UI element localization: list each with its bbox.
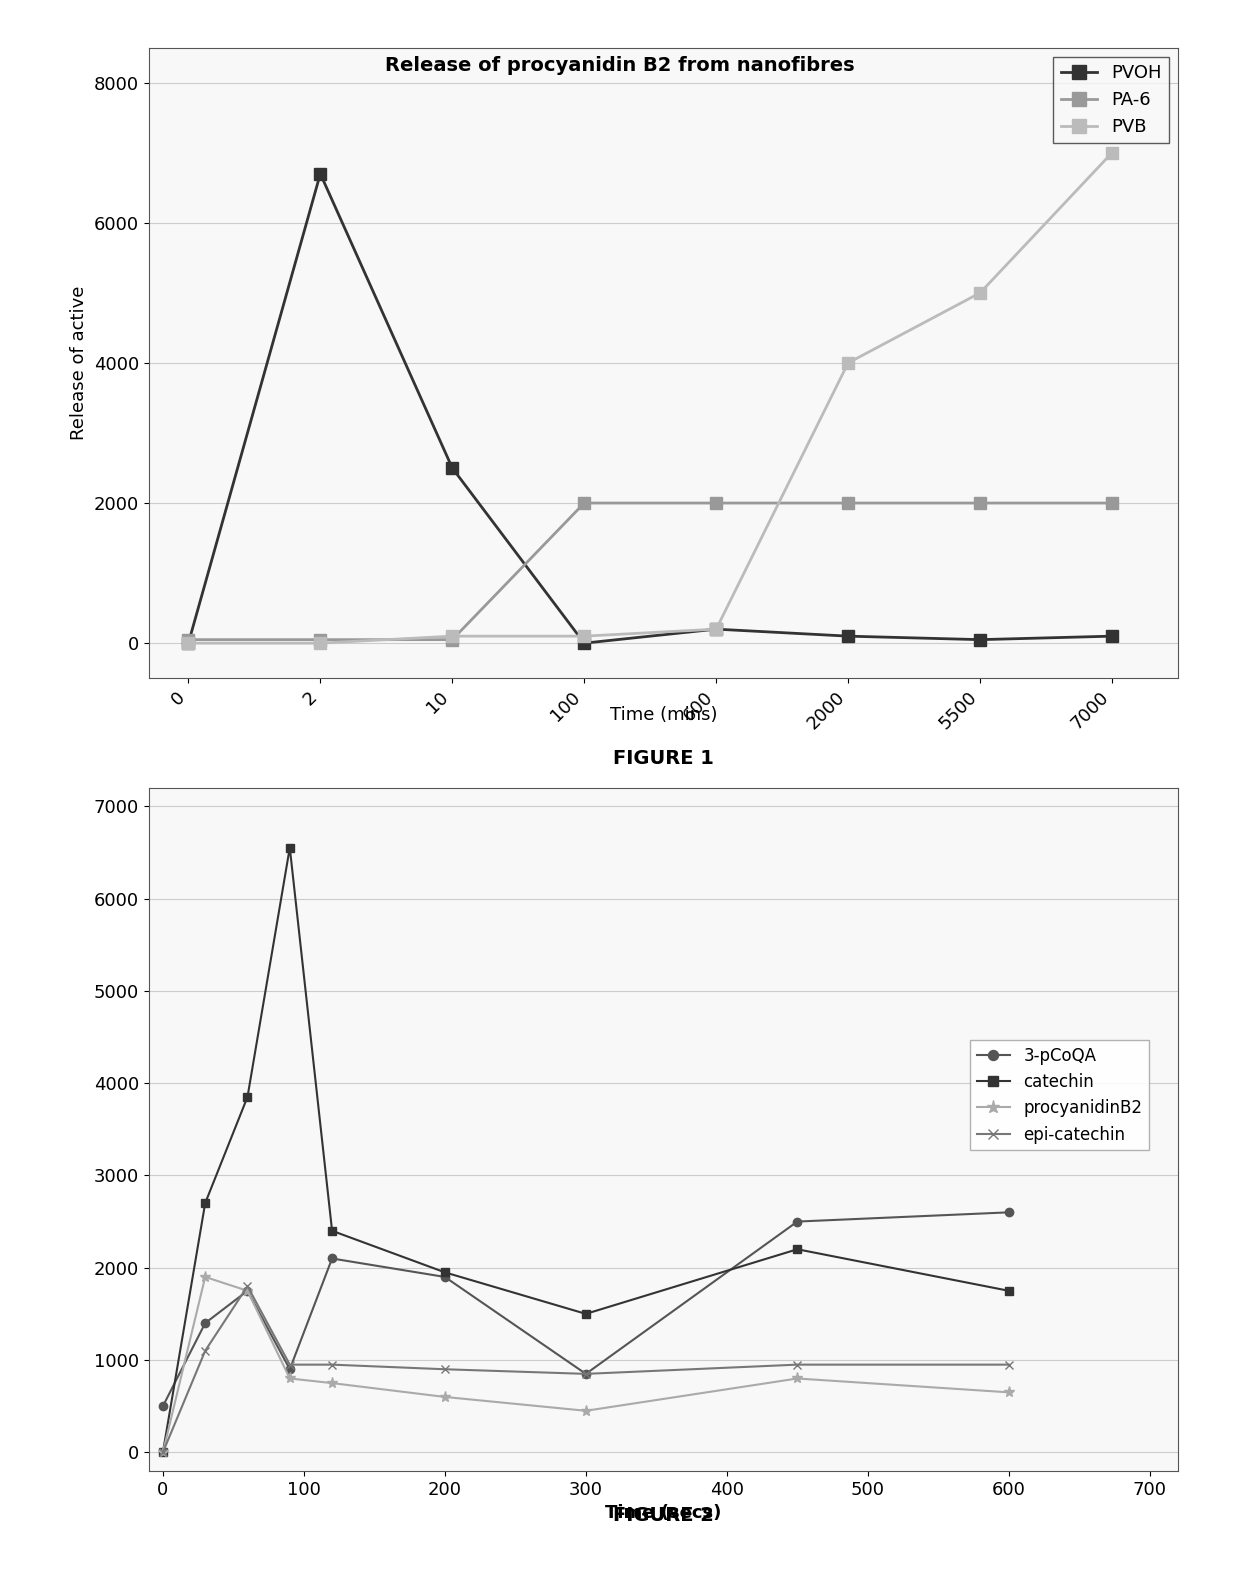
PVOH	[972, 631, 987, 650]
epi-catechin	[438, 1360, 453, 1379]
PVOH	[445, 459, 460, 478]
PA-6	[709, 494, 724, 513]
PA-6	[445, 631, 460, 650]
epi-catechin	[578, 1365, 593, 1384]
PVB	[709, 620, 724, 639]
procyanidinB2	[438, 1387, 453, 1406]
PVOH	[1105, 626, 1120, 645]
PA-6	[972, 494, 987, 513]
Line: PVOH: PVOH	[182, 168, 1117, 648]
3-pCoQA	[197, 1314, 212, 1333]
PA-6	[577, 494, 591, 513]
procyanidinB2	[283, 1370, 298, 1389]
PVOH	[312, 164, 327, 183]
PVOH	[181, 634, 196, 653]
PVB	[181, 634, 196, 653]
PVOH	[841, 626, 856, 645]
catechin	[197, 1193, 212, 1212]
epi-catechin	[325, 1355, 340, 1374]
Text: Time (mins): Time (mins)	[610, 706, 717, 723]
PVB	[577, 626, 591, 645]
Line: procyanidinB2: procyanidinB2	[157, 1271, 1014, 1457]
PVB	[445, 626, 460, 645]
PVOH	[709, 620, 724, 639]
PVB	[1105, 143, 1120, 162]
epi-catechin	[1002, 1355, 1017, 1374]
Text: Release of procyanidin B2 from nanofibres: Release of procyanidin B2 from nanofibre…	[386, 56, 854, 75]
PVB	[312, 634, 327, 653]
catechin	[438, 1263, 453, 1282]
Line: PA-6: PA-6	[182, 497, 1117, 645]
procyanidinB2	[325, 1373, 340, 1392]
catechin	[325, 1222, 340, 1241]
catechin	[790, 1239, 805, 1258]
Line: PVB: PVB	[182, 148, 1117, 648]
catechin	[283, 839, 298, 858]
Text: FIGURE 1: FIGURE 1	[613, 748, 714, 767]
procyanidinB2	[790, 1370, 805, 1389]
Legend: PVOH, PA-6, PVB: PVOH, PA-6, PVB	[1054, 57, 1169, 143]
3-pCoQA	[438, 1268, 453, 1287]
procyanidinB2	[578, 1401, 593, 1421]
PVOH	[577, 634, 591, 653]
3-pCoQA	[790, 1212, 805, 1231]
catechin	[578, 1305, 593, 1324]
PA-6	[181, 631, 196, 650]
3-pCoQA	[155, 1397, 170, 1416]
PA-6	[312, 631, 327, 650]
procyanidinB2	[241, 1281, 255, 1300]
3-pCoQA	[1002, 1203, 1017, 1222]
X-axis label: Time (secs): Time (secs)	[605, 1505, 722, 1522]
Line: 3-pCoQA: 3-pCoQA	[159, 1208, 1013, 1411]
PA-6	[1105, 494, 1120, 513]
Line: epi-catechin: epi-catechin	[159, 1282, 1013, 1457]
epi-catechin	[197, 1341, 212, 1360]
catechin	[1002, 1281, 1017, 1300]
epi-catechin	[283, 1355, 298, 1374]
epi-catechin	[241, 1276, 255, 1295]
catechin	[155, 1443, 170, 1462]
catechin	[241, 1087, 255, 1106]
Y-axis label: Release of active: Release of active	[71, 286, 88, 440]
procyanidinB2	[197, 1268, 212, 1287]
procyanidinB2	[155, 1443, 170, 1462]
PA-6	[841, 494, 856, 513]
3-pCoQA	[325, 1249, 340, 1268]
3-pCoQA	[578, 1365, 593, 1384]
Legend: 3-pCoQA, catechin, procyanidinB2, epi-catechin: 3-pCoQA, catechin, procyanidinB2, epi-ca…	[970, 1039, 1149, 1150]
procyanidinB2	[1002, 1382, 1017, 1401]
PVB	[972, 283, 987, 302]
epi-catechin	[155, 1443, 170, 1462]
Line: catechin: catechin	[159, 844, 1013, 1457]
Text: FIGURE 2: FIGURE 2	[613, 1505, 714, 1524]
PVB	[841, 353, 856, 372]
3-pCoQA	[241, 1281, 255, 1300]
epi-catechin	[790, 1355, 805, 1374]
3-pCoQA	[283, 1360, 298, 1379]
